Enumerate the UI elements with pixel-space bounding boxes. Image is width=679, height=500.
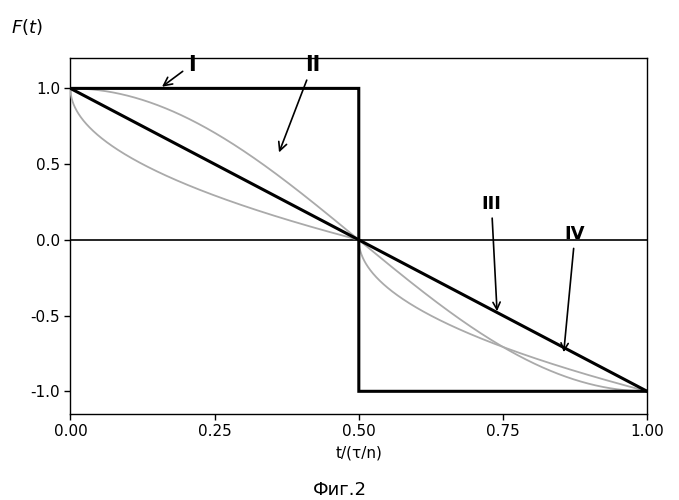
Text: Фиг.2: Фиг.2: [312, 481, 367, 499]
X-axis label: t/(τ/n): t/(τ/n): [335, 445, 382, 460]
Text: II: II: [279, 55, 320, 150]
Text: IV: IV: [561, 225, 585, 350]
Text: III: III: [481, 194, 501, 310]
Text: I: I: [164, 55, 196, 86]
Text: $F(t)$: $F(t)$: [12, 16, 43, 36]
